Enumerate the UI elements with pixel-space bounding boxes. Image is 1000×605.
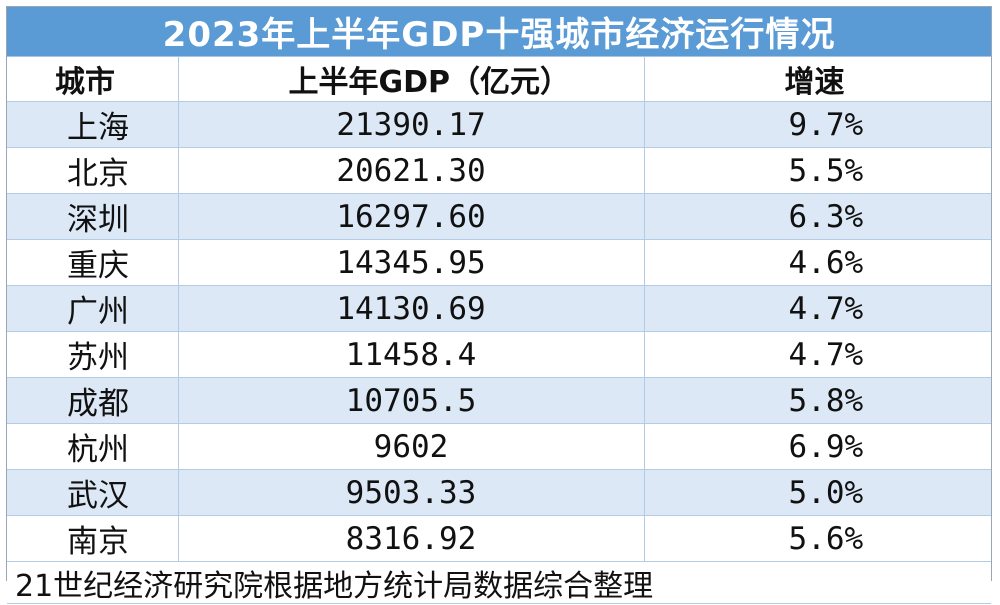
table-row: 成都 10705.5 5.8% xyxy=(7,377,991,424)
city-cell: 上海 xyxy=(7,101,179,148)
growth-cell: 6.3% xyxy=(644,193,991,240)
growth-cell: 5.8% xyxy=(644,377,991,424)
growth-cell: 5.6% xyxy=(644,515,991,562)
gdp-cell: 9602 xyxy=(178,423,645,470)
column-header-city: 城市 xyxy=(7,57,179,102)
city-cell: 杭州 xyxy=(7,423,179,470)
gdp-table: 城市 上半年GDP（亿元） 增速 上海 21390.17 9.7% 北京 206… xyxy=(7,57,991,562)
table-row: 北京 20621.30 5.5% xyxy=(7,147,991,194)
gdp-cell: 16297.60 xyxy=(178,193,645,240)
table-title: 2023年上半年GDP十强城市经济运行情况 xyxy=(7,7,991,57)
table-row: 重庆 14345.95 4.6% xyxy=(7,239,991,286)
gdp-cell: 11458.4 xyxy=(178,331,645,378)
growth-cell: 4.6% xyxy=(644,239,991,286)
column-header-growth: 增速 xyxy=(644,57,991,102)
gdp-table-card: 2023年上半年GDP十强城市经济运行情况 城市 上半年GDP（亿元） 增速 上… xyxy=(6,6,992,604)
growth-cell: 6.9% xyxy=(644,423,991,470)
gdp-cell: 20621.30 xyxy=(178,147,645,194)
city-cell: 北京 xyxy=(7,147,179,194)
table-row: 武汉 9503.33 5.0% xyxy=(7,469,991,516)
table-row: 苏州 11458.4 4.7% xyxy=(7,331,991,378)
header-row: 城市 上半年GDP（亿元） 增速 xyxy=(7,57,991,102)
source-note: 21世纪经济研究院根据地方统计局数据综合整理 xyxy=(7,562,991,604)
city-cell: 武汉 xyxy=(7,469,179,516)
city-cell: 广州 xyxy=(7,285,179,332)
growth-cell: 4.7% xyxy=(644,331,991,378)
growth-cell: 5.5% xyxy=(644,147,991,194)
city-cell: 南京 xyxy=(7,515,179,562)
city-cell: 苏州 xyxy=(7,331,179,378)
gdp-cell: 10705.5 xyxy=(178,377,645,424)
gdp-cell: 21390.17 xyxy=(178,101,645,148)
table-row: 深圳 16297.60 6.3% xyxy=(7,193,991,240)
column-header-gdp: 上半年GDP（亿元） xyxy=(178,57,645,102)
city-cell: 成都 xyxy=(7,377,179,424)
city-cell: 深圳 xyxy=(7,193,179,240)
gdp-cell: 9503.33 xyxy=(178,469,645,516)
table-row: 杭州 9602 6.9% xyxy=(7,423,991,470)
gdp-cell: 8316.92 xyxy=(178,515,645,562)
table-row: 广州 14130.69 4.7% xyxy=(7,285,991,332)
gdp-cell: 14130.69 xyxy=(178,285,645,332)
growth-cell: 4.7% xyxy=(644,285,991,332)
city-cell: 重庆 xyxy=(7,239,179,286)
growth-cell: 5.0% xyxy=(644,469,991,516)
growth-cell: 9.7% xyxy=(644,101,991,148)
gdp-cell: 14345.95 xyxy=(178,239,645,286)
table-row: 南京 8316.92 5.6% xyxy=(7,515,991,562)
table-row: 上海 21390.17 9.7% xyxy=(7,101,991,148)
